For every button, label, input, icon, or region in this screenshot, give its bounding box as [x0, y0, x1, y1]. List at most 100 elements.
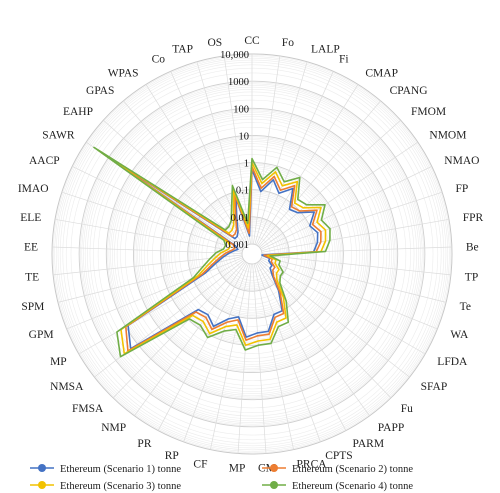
category-label: Fu — [401, 403, 413, 415]
spoke-line — [54, 218, 243, 253]
radial-tick-label: 0.1 — [236, 186, 249, 197]
spoke-line — [252, 263, 267, 454]
spoke-line — [66, 257, 243, 330]
spoke-line — [254, 61, 308, 245]
legend-label: Ethereum (Scenario 1) tonne — [60, 464, 181, 475]
spoke-line — [112, 260, 246, 399]
category-label: TE — [25, 271, 39, 283]
category-label: CPANG — [390, 85, 428, 97]
spoke-line — [257, 84, 359, 246]
category-label: EAHP — [63, 106, 93, 118]
category-label: GPM — [29, 329, 54, 341]
legend-marker — [38, 481, 46, 489]
category-label: CC — [244, 35, 260, 47]
legend-marker — [270, 464, 278, 472]
spoke-line — [123, 100, 246, 247]
category-label: LALP — [311, 43, 340, 55]
spoke-line — [256, 262, 347, 431]
radial-tick-label: 0.001 — [225, 240, 249, 251]
category-label: PRCA — [297, 458, 328, 470]
spoke-line — [261, 257, 438, 330]
category-label: TP — [465, 271, 478, 283]
category-label: FP — [456, 183, 469, 195]
radial-tick-labels: 0.001 0.01 0.1 1 10 100 1000 10,000 — [220, 50, 249, 251]
spoke-line — [52, 246, 243, 255]
spoke-line — [72, 165, 244, 250]
spoke-line — [255, 71, 334, 246]
category-label: PARM — [353, 438, 385, 450]
radial-tick-label: 1 — [244, 159, 249, 170]
radial-tick-label: 0.01 — [231, 213, 249, 224]
category-label: Co — [152, 54, 166, 66]
spoke-line — [261, 254, 451, 276]
category-label: WA — [450, 329, 469, 341]
spoke-line — [255, 263, 321, 443]
radial-tick-label: 10 — [239, 131, 250, 142]
category-label: SFAP — [421, 381, 448, 393]
spoke-line — [78, 258, 244, 355]
spoke-line — [134, 261, 247, 417]
category-label: FPR — [463, 212, 484, 224]
category-label: NMP — [101, 422, 126, 434]
spoke-line — [260, 165, 432, 250]
category-label: FMSA — [72, 403, 104, 415]
spoke-line — [61, 191, 243, 252]
category-label: LFDA — [437, 356, 468, 368]
spoke-line — [260, 141, 418, 249]
category-label: Be — [466, 242, 479, 254]
legend: Ethereum (Scenario 1) tonne Ethereum (Sce… — [30, 464, 413, 492]
spoke-line — [196, 61, 250, 245]
spoke-line — [145, 84, 247, 246]
spoke-line — [261, 191, 443, 252]
spoke-line — [210, 263, 251, 450]
radial-tick-label: 10,000 — [220, 50, 249, 61]
legend-label: Ethereum (Scenario 4) tonne — [292, 481, 413, 492]
spoke-line — [261, 218, 450, 253]
category-label: ELE — [20, 212, 41, 224]
category-label: OS — [207, 37, 222, 49]
category-label: MP — [229, 463, 246, 475]
category-label: NMAO — [444, 155, 479, 167]
category-label: CMAP — [365, 68, 398, 80]
category-label: WPAS — [108, 68, 139, 80]
spoke-line — [103, 119, 245, 248]
category-label: PR — [137, 438, 151, 450]
category-label: IMAO — [18, 183, 49, 195]
category-label: PAPP — [378, 422, 404, 434]
spoke-line — [259, 259, 410, 378]
spoke-line — [258, 100, 381, 247]
category-label: CF — [193, 458, 207, 470]
category-label: RP — [165, 450, 179, 462]
category-label: SAWR — [42, 129, 75, 141]
radial-tick-label: 100 — [233, 104, 249, 115]
category-label: TAP — [172, 43, 193, 55]
category-label: AACP — [29, 155, 60, 167]
spoke-line — [223, 55, 251, 245]
category-label: SPM — [21, 301, 44, 313]
spoke-line — [183, 263, 249, 443]
spoke-line — [261, 256, 447, 303]
radar-spokes — [52, 54, 452, 454]
category-label: EE — [24, 242, 38, 254]
legend-label: Ethereum (Scenario 2) tonne — [292, 464, 413, 475]
legend-marker — [270, 481, 278, 489]
category-label: NMOM — [429, 129, 466, 141]
category-label: Fo — [282, 37, 294, 49]
spoke-line — [260, 258, 426, 355]
spoke-line — [259, 119, 401, 248]
spoke-line — [253, 55, 281, 245]
category-label: GPAS — [86, 85, 114, 97]
category-label: FMOM — [411, 106, 446, 118]
spoke-line — [94, 259, 245, 378]
category-label: CPTS — [325, 450, 353, 462]
legend-label: Ethereum (Scenario 3) tonne — [60, 481, 181, 492]
radar-series — [93, 146, 331, 358]
radial-tick-label: 1000 — [228, 77, 249, 88]
category-label: NMSA — [50, 381, 84, 393]
spoke-line — [157, 262, 248, 431]
category-label: MP — [50, 356, 67, 368]
category-label: Fi — [339, 54, 349, 66]
spoke-line — [237, 263, 252, 454]
